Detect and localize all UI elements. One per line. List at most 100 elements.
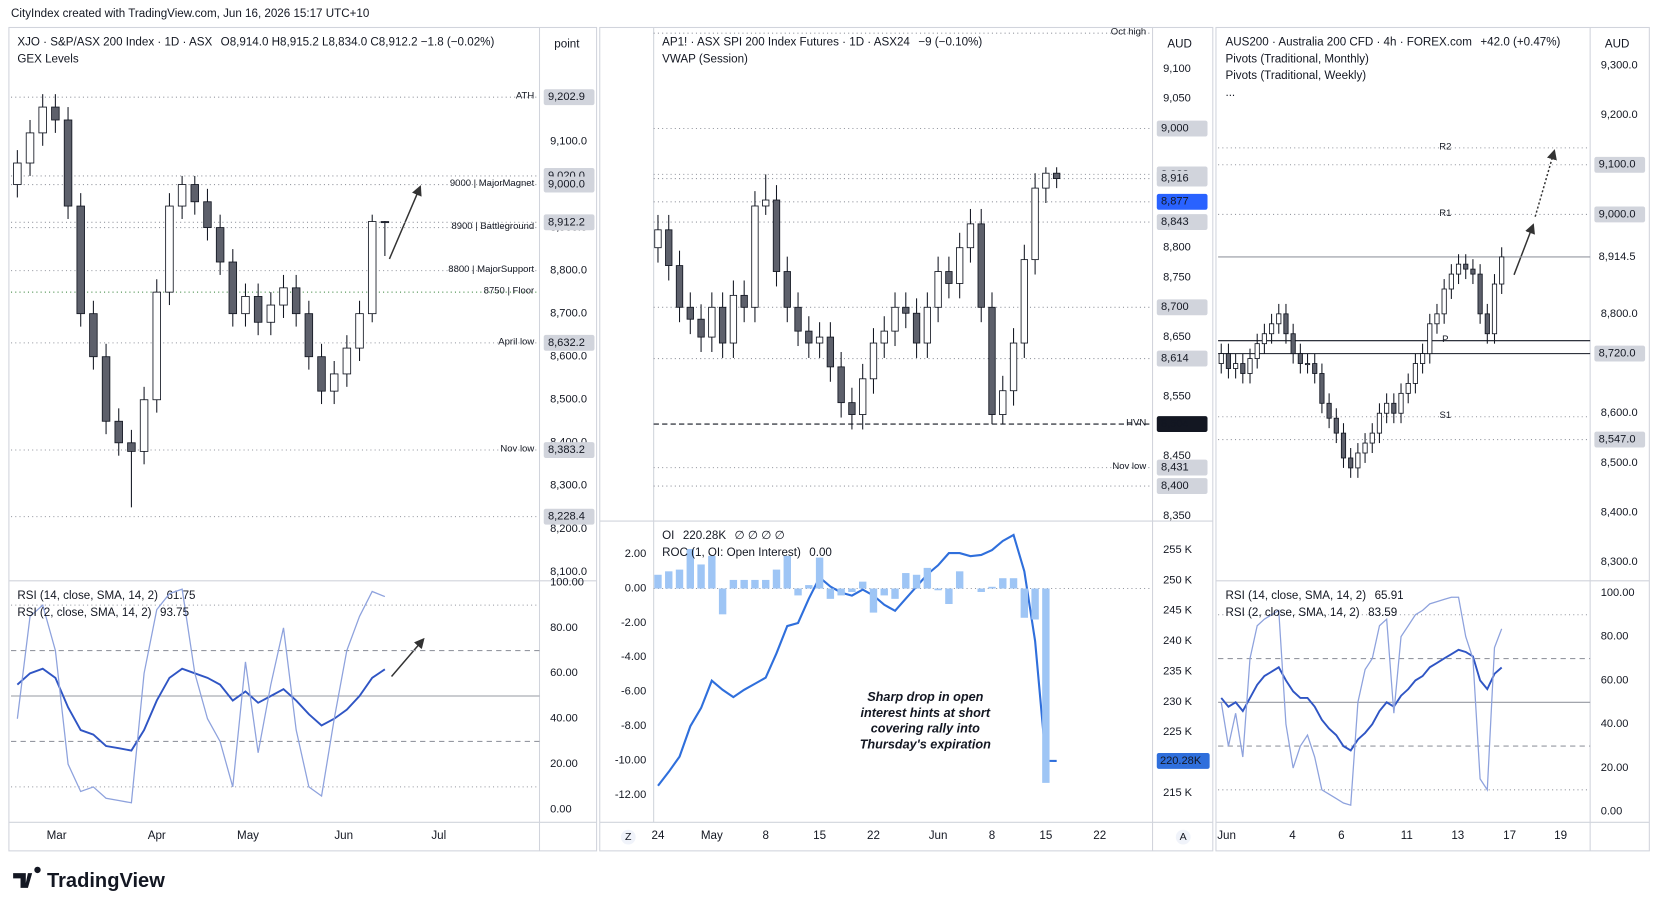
axis-button[interactable] (620, 829, 636, 845)
candle-body (1491, 283, 1498, 335)
candle-body (1052, 172, 1061, 179)
annotation: interest hints at short (861, 706, 991, 720)
roc-bar (880, 588, 888, 596)
candle-body (1463, 263, 1469, 270)
roc-bar (955, 571, 964, 589)
y-tick-label: 8,350 (1163, 510, 1191, 522)
candle-body (253, 296, 263, 323)
panel-frame (1215, 26, 1650, 852)
indicator-label: VWAP (Session) (662, 52, 748, 65)
price-tag-label: 8,504 (1161, 418, 1189, 430)
legend-value: 65.91 (1375, 589, 1404, 602)
x-tick-label: 15 (1039, 829, 1052, 842)
rsi-line (1220, 648, 1503, 752)
roc-bar (708, 555, 716, 589)
y-tick-label: 100.00 (550, 576, 584, 588)
axis-button-label[interactable]: A (1180, 831, 1188, 843)
candle-body (190, 184, 200, 203)
level-note: Nov low (500, 443, 534, 454)
legend-name: OI (662, 529, 674, 542)
x-tick-label: 15 (813, 829, 826, 842)
indicator-label: Pivots (Traditional, Weekly) (1225, 69, 1366, 82)
roc-bar (718, 588, 727, 615)
candle-body (1218, 353, 1224, 364)
candle-body (1283, 313, 1289, 335)
y-tick-label: 20.00 (1601, 762, 1629, 774)
roc-bar (751, 579, 759, 589)
price-tag (1156, 170, 1208, 187)
candle-body (988, 306, 996, 415)
price-tag (1156, 416, 1208, 433)
candle-body (912, 312, 921, 344)
axis-button-label[interactable]: Z (625, 831, 632, 843)
candle-body (1391, 402, 1397, 414)
y-tick-label: 8,450 (1163, 450, 1191, 462)
roc-bar (945, 588, 953, 605)
y-tick-label: -6.00 (621, 686, 646, 698)
roc-bar (815, 557, 824, 589)
price-tag-label: 8,916 (1161, 172, 1189, 184)
candle-body (241, 296, 250, 315)
y-tick-label: 250 K (1163, 574, 1193, 586)
y-tick-label: 240 K (1163, 635, 1193, 647)
candle-body (902, 306, 910, 314)
candle-body (228, 261, 238, 315)
legend-value: 93.75 (160, 606, 189, 619)
axis-button[interactable] (1175, 829, 1191, 845)
candle-body (1333, 417, 1339, 434)
candle-body (859, 378, 867, 415)
arrow (388, 185, 422, 260)
legend-value: 220.28K (683, 529, 727, 542)
price-tag (543, 176, 595, 193)
candle-body (380, 221, 390, 224)
candle-body (945, 271, 953, 284)
price-tag-label: 9,000.0 (1599, 208, 1636, 220)
brand-logo (13, 866, 41, 888)
candle-body (1261, 333, 1267, 345)
candle-body (127, 442, 136, 452)
candle-body (1247, 358, 1253, 374)
candle-body (1233, 363, 1239, 369)
y-tick-label: 2.00 (625, 548, 647, 560)
price-tag (1156, 299, 1208, 316)
candle-body (1448, 273, 1454, 290)
roc-bar (999, 578, 1007, 589)
x-tick-label: Jul (431, 829, 446, 842)
roc-bar (740, 579, 748, 589)
price-tag-label: 8,632.2 (548, 337, 585, 349)
x-tick-label: 8 (762, 829, 768, 842)
price-tag-label: 8,431 (1161, 462, 1189, 474)
price-tag-label: 8,912.2 (548, 216, 585, 228)
candle-body (291, 287, 301, 315)
y-tick-label: 8,800.0 (1601, 308, 1638, 320)
roc-bar (665, 571, 673, 589)
candle-body (1376, 412, 1383, 434)
candle-body (177, 184, 187, 207)
roc-bar (869, 588, 878, 613)
y-tick-label: -2.00 (621, 617, 646, 629)
candle-body (1362, 442, 1368, 454)
candle-body (38, 106, 47, 134)
candle-body (923, 306, 932, 344)
y-tick-label: -10.00 (615, 754, 646, 766)
indicator-label: GEX Levels (17, 52, 78, 65)
level-note: 8750 | Floor (484, 286, 535, 297)
legend-value: 61.75 (166, 589, 195, 602)
legend-name: RSI (2, close, SMA, 14, 2) (17, 606, 151, 619)
chart-title: AP1! · ASX SPI 200 Index Futures · 1D · … (662, 35, 910, 48)
price-tag (1156, 459, 1208, 476)
candle-body (1484, 313, 1490, 335)
candle-body (304, 313, 314, 358)
roc-bar (858, 581, 867, 589)
candle-body (51, 106, 60, 121)
annotation: covering rally into (871, 722, 980, 736)
legend-name: RSI (2, close, SMA, 14, 2) (1225, 606, 1359, 619)
x-tick-label: 24 (652, 829, 665, 842)
roc-bar (762, 579, 770, 589)
y-tick-label: 9,300.0 (1601, 59, 1638, 71)
candle-body (1420, 353, 1426, 364)
candle-body (697, 318, 705, 338)
candle-body (329, 373, 339, 392)
y-tick-label: 40.00 (1601, 718, 1629, 730)
